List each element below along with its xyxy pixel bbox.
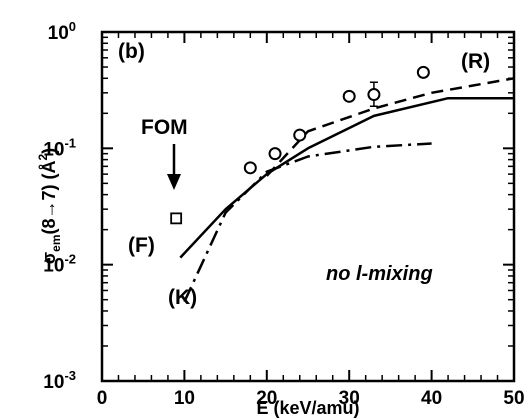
fom-point: [170, 212, 183, 225]
x-tick-label: 20: [256, 388, 277, 409]
experimental-point: [342, 89, 356, 103]
experimental-point: [367, 88, 381, 102]
x-tick-label: 0: [97, 388, 108, 409]
x-axis-title: E (keV/amu): [256, 398, 359, 418]
data-points: [170, 65, 430, 225]
x-tick-labels: 0 10 20 30 40 50: [97, 388, 525, 409]
curve-dashdot: [183, 142, 432, 303]
condition-label: no l-mixing: [326, 263, 433, 285]
theory-curves: [179, 77, 515, 303]
x-tick-label: 50: [503, 388, 524, 409]
y-tick-label: 10-2: [43, 252, 76, 277]
plot-frame: [100, 30, 516, 383]
curve-solid: [179, 96, 514, 259]
experimental-point: [268, 147, 282, 161]
y-tick-label: 10-3: [43, 368, 76, 393]
y-axis-title: σem(8→7) (Å2): [36, 148, 63, 264]
fom-label: FOM: [141, 116, 188, 139]
series-label-f: (F): [128, 234, 155, 257]
axis-ticks: [101, 31, 515, 382]
y-tick-label: 10-1: [43, 135, 76, 160]
experimental-point: [293, 128, 307, 142]
x-tick-label: 30: [339, 388, 360, 409]
x-tick-label: 10: [174, 388, 195, 409]
curve-dashed: [265, 77, 515, 177]
experimental-point: [243, 161, 257, 175]
experimental-point: [416, 65, 430, 79]
x-tick-label: 40: [421, 388, 442, 409]
y-tick-labels: 100 10-1 10-2 10-3: [43, 19, 76, 393]
series-label-k: (K): [168, 286, 197, 309]
panel-label: (b): [118, 40, 145, 63]
series-label-r: (R): [461, 50, 490, 73]
fom-arrow: [167, 144, 181, 190]
y-tick-label: 100: [48, 19, 76, 44]
